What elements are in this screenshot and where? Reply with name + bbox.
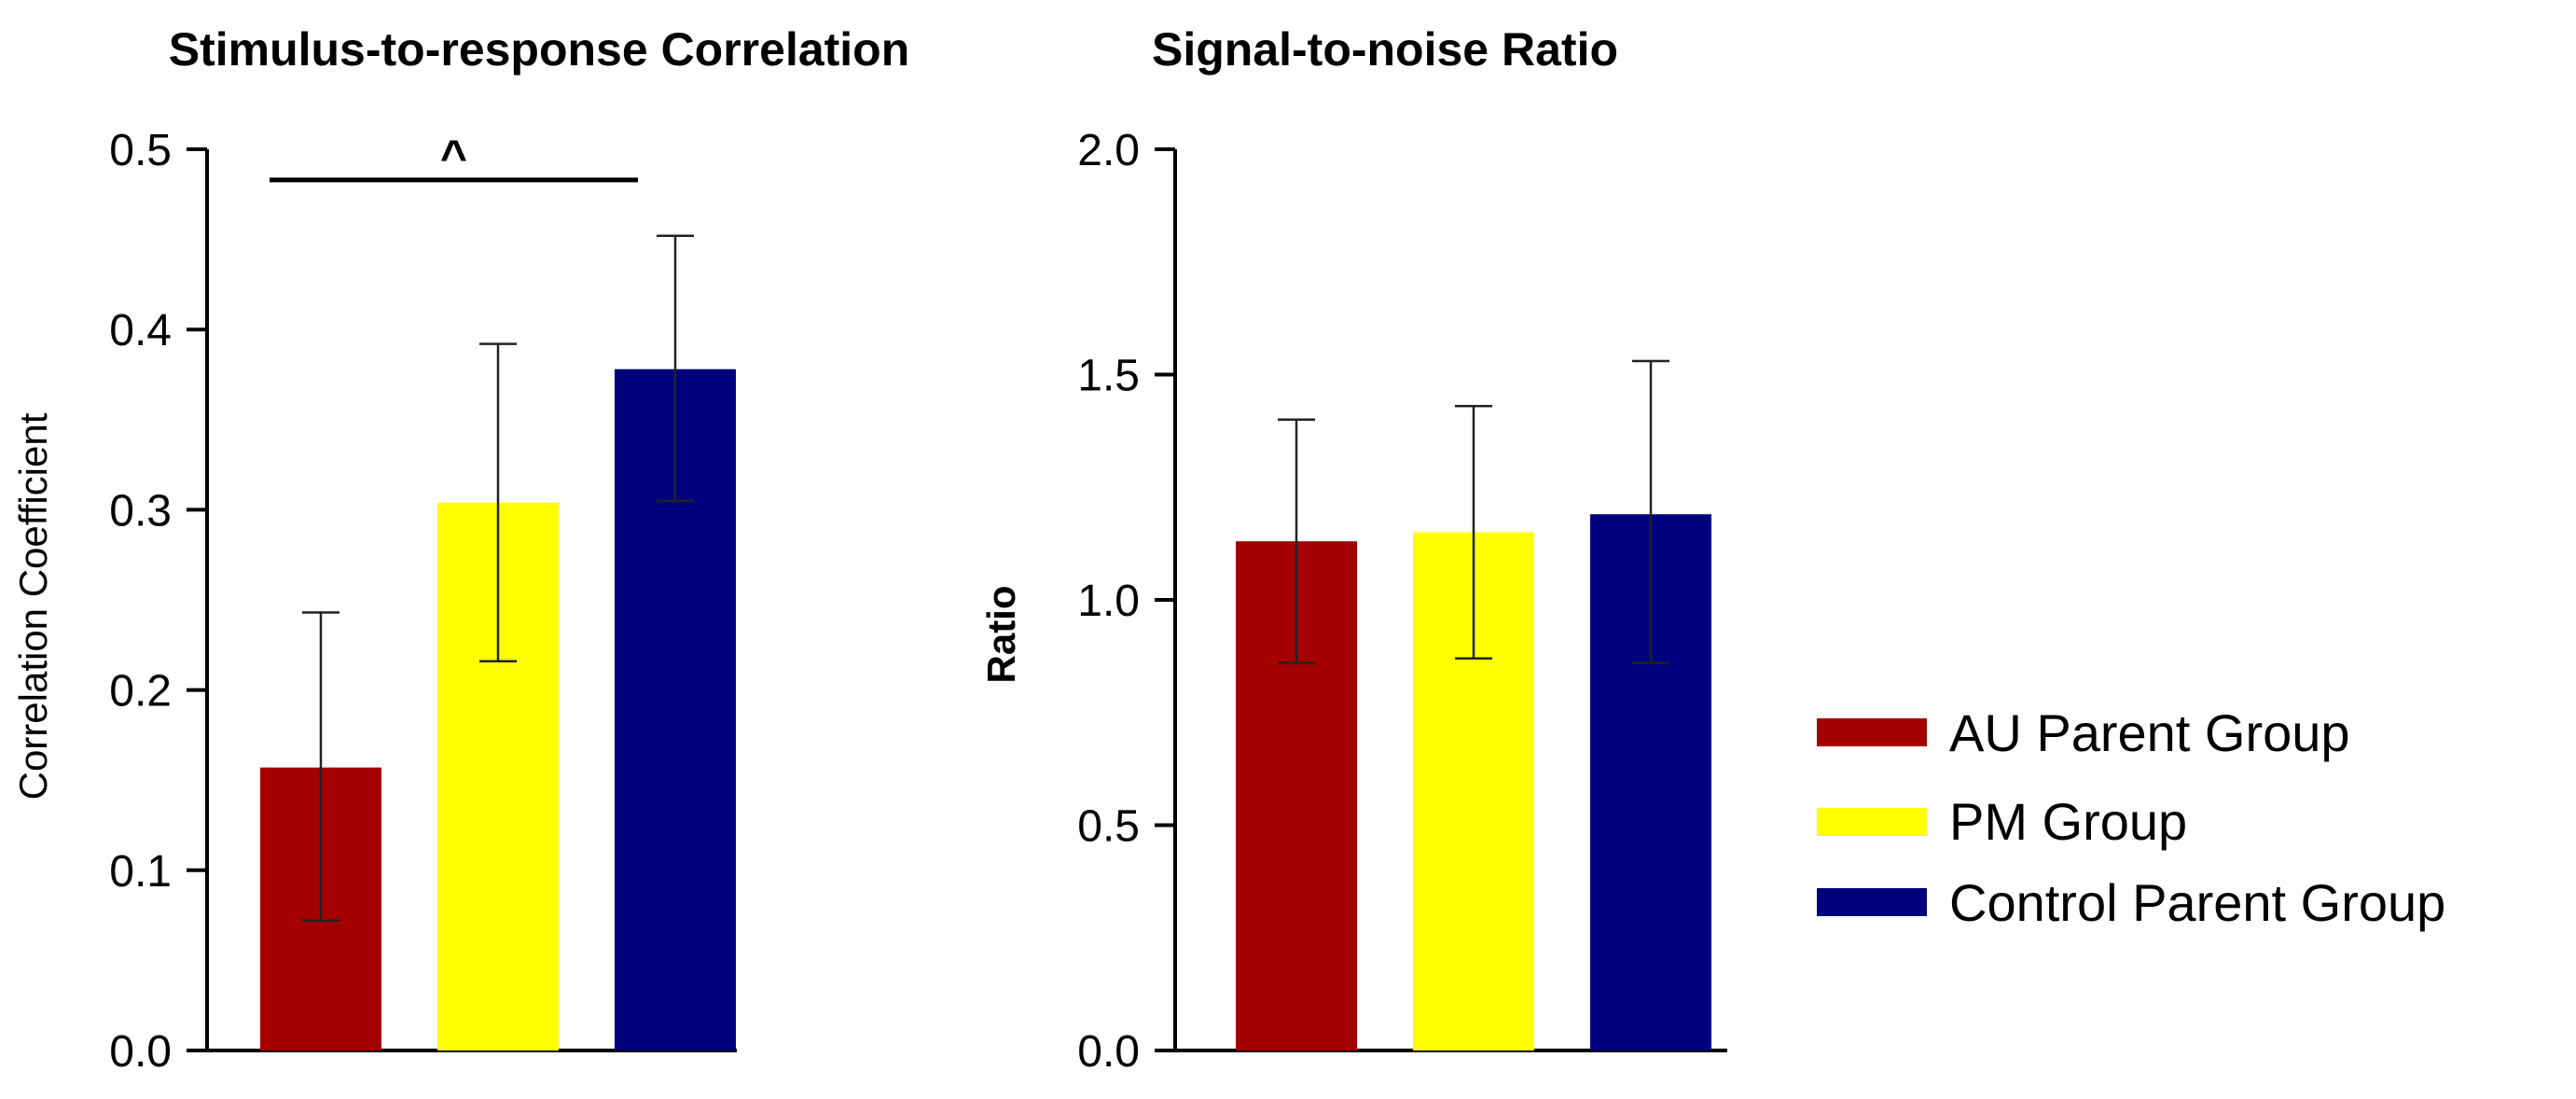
- y-tick-label: 0.3: [109, 486, 172, 536]
- y-tick-label: 1.0: [1077, 577, 1140, 626]
- chart-title: Stimulus-to-response Correlation: [169, 23, 910, 76]
- chart-title: Signal-to-noise Ratio: [1152, 23, 1618, 76]
- legend-swatch-control: [1817, 888, 1927, 916]
- y-tick-label: 1.5: [1077, 352, 1140, 401]
- y-tick-label: 2.0: [1077, 126, 1140, 175]
- legend-swatch-au: [1817, 718, 1927, 746]
- legend-swatch-pm: [1817, 808, 1927, 836]
- correlation-chart: Stimulus-to-response Correlation Correla…: [11, 23, 909, 1077]
- significance-marker: ^: [440, 131, 467, 183]
- legend-label-au: AU Parent Group: [1949, 703, 2350, 762]
- y-tick-label: 0.5: [1077, 802, 1140, 852]
- y-axis-label: Ratio: [979, 586, 1023, 684]
- y-tick-label: 0.5: [109, 126, 172, 175]
- y-tick-label: 0.4: [109, 306, 172, 355]
- y-tick-label: 0.1: [109, 847, 172, 897]
- snr-chart: Signal-to-noise Ratio Ratio 0.0 0.5 1.0 1.5…: [979, 23, 1727, 1077]
- y-tick-label: 0.0: [109, 1027, 172, 1077]
- legend-label-pm: PM Group: [1949, 792, 2187, 851]
- legend: AU Parent Group PM Group Control Parent …: [1817, 703, 2445, 932]
- y-tick-label: 0.0: [1077, 1027, 1140, 1077]
- y-tick-label: 0.2: [109, 667, 172, 716]
- legend-label-control: Control Parent Group: [1949, 873, 2445, 932]
- y-axis-label: Correlation Coefficient: [11, 412, 55, 800]
